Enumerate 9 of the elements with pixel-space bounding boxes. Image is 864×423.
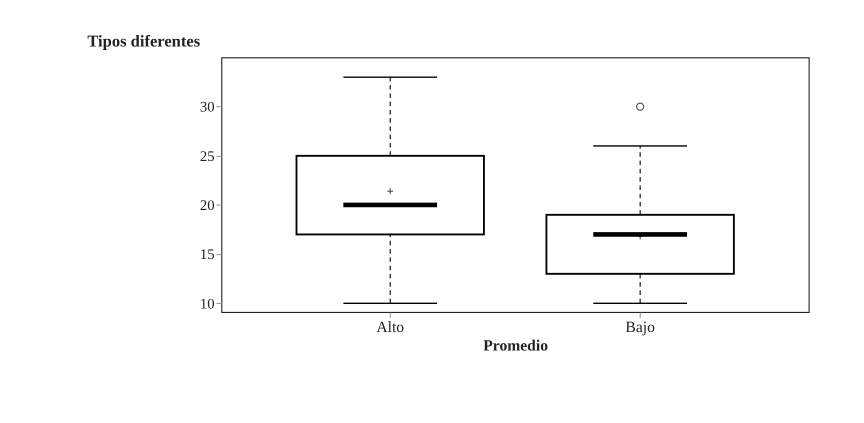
- y-tick-label: 15: [200, 247, 215, 264]
- y-tick-label: 10: [200, 296, 215, 312]
- x-axis-title: Promedio: [483, 337, 548, 354]
- x-tick-label: Bajo: [625, 318, 656, 336]
- y-tick-label: 25: [200, 148, 215, 165]
- y-tick-label: 30: [200, 100, 215, 116]
- chart-title: Tipos diferentes: [87, 31, 201, 50]
- y-tick-label: 20: [200, 198, 215, 214]
- x-tick-label: Alto: [376, 318, 404, 336]
